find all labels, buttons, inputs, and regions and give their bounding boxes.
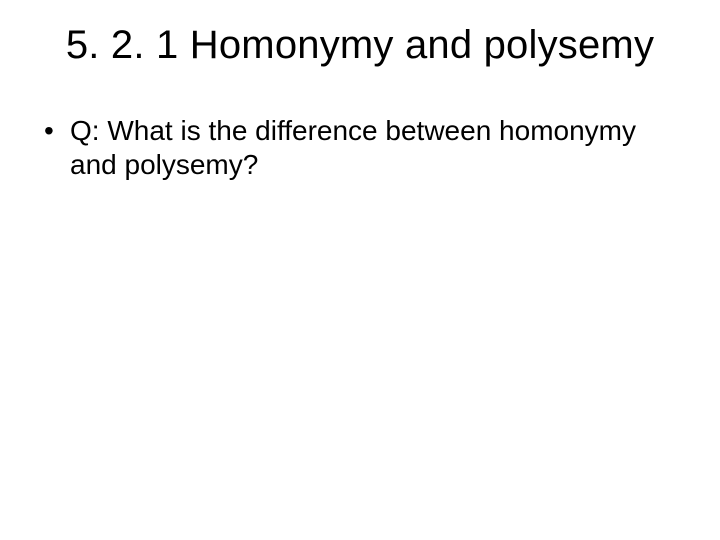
bullet-text: Q: What is the difference between homony… xyxy=(70,114,686,182)
bullet-marker-icon: • xyxy=(42,114,70,148)
slide-body: • Q: What is the difference between homo… xyxy=(34,114,686,182)
slide-title: 5. 2. 1 Homonymy and polysemy xyxy=(34,22,686,68)
slide-container: 5. 2. 1 Homonymy and polysemy • Q: What … xyxy=(0,0,720,540)
bullet-item: • Q: What is the difference between homo… xyxy=(42,114,686,182)
